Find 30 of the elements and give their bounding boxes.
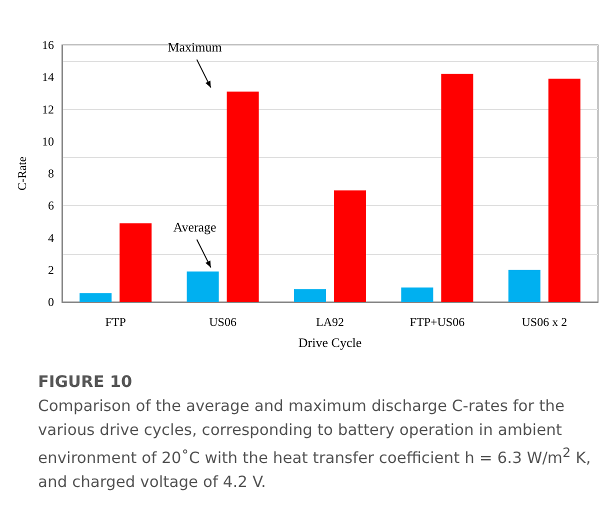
x-tick-label: LA92	[316, 315, 344, 329]
bar	[80, 293, 112, 302]
y-tick-label: 6	[48, 198, 54, 213]
text: Maximum	[168, 40, 222, 55]
y-tick-label: 2	[48, 262, 54, 277]
y-tick-label: 14	[42, 70, 54, 84]
x-tick-label: US06 x 2	[522, 315, 568, 329]
bar	[226, 92, 259, 302]
y-tick-label: 12	[42, 102, 54, 116]
x-tick-label: FTP+US06	[410, 315, 465, 329]
bar	[508, 270, 540, 302]
y-tick-label: 10	[42, 134, 54, 148]
text: Average	[173, 219, 217, 234]
y-tick-label: 8	[48, 166, 54, 180]
text: FIGURE 10	[38, 371, 134, 393]
bar	[120, 223, 152, 302]
y-tick-label: 0	[48, 295, 54, 309]
y-tick-label: 16	[42, 38, 54, 52]
bar	[441, 74, 474, 302]
bar	[334, 190, 366, 302]
x-tick-label: FTP	[105, 315, 126, 329]
x-axis-title: Drive Cycle	[298, 335, 362, 350]
y-axis-title: C-Rate	[15, 156, 29, 190]
bar	[548, 78, 580, 302]
y-tick-label: 4	[48, 230, 54, 245]
text: Comparison of the average and maximum discharge C-rates for the various drive cycles, corresponding to battery operation in ambient environment of 20˚C with the heat transfer coefficient h = 6.3 W/m$^{2}$ K, and charged voltage of 4.2 V.	[38, 397, 591, 492]
x-tick-label: US06	[209, 315, 236, 329]
bar	[401, 288, 434, 302]
bar	[294, 289, 326, 302]
bar	[186, 271, 219, 302]
